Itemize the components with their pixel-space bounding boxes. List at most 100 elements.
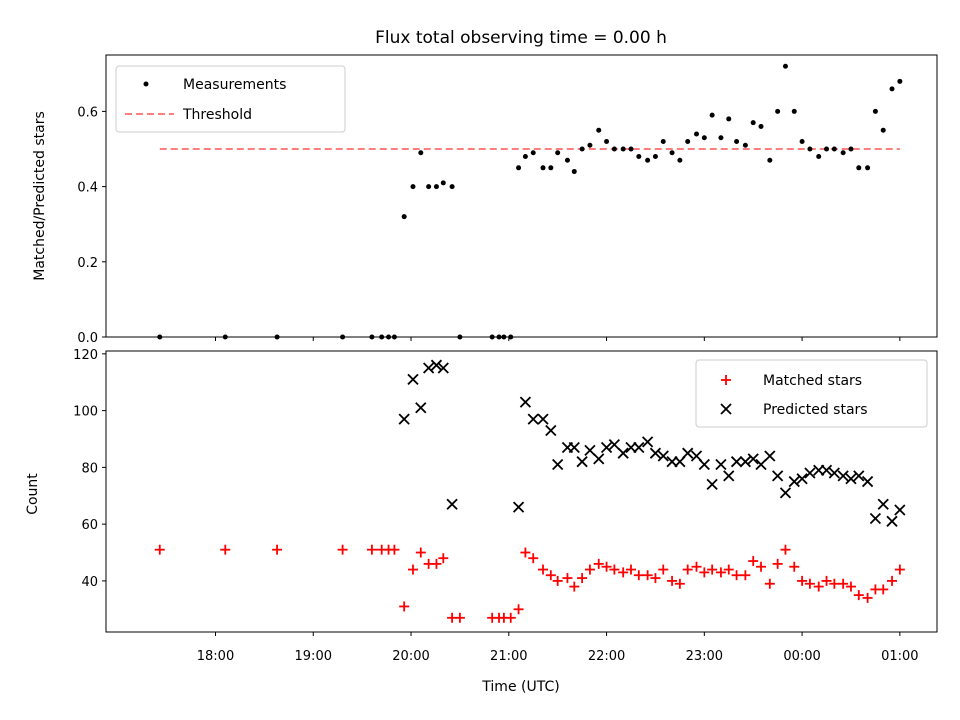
matched-point xyxy=(780,544,791,555)
measurement-point xyxy=(564,157,570,163)
threshold-legend-label: Threshold xyxy=(182,107,252,123)
bottom-xtick-label: 19:00 xyxy=(295,649,332,664)
top-chart-title: Flux total observing time = 0.00 h xyxy=(375,28,667,48)
predicted-point-stroke xyxy=(853,470,865,482)
measurement-point xyxy=(401,214,407,220)
matched-legend-label: Matched stars xyxy=(763,373,862,389)
measurement-point xyxy=(865,165,871,171)
matched-point xyxy=(674,578,685,589)
bottom-xtick-label: 20:00 xyxy=(392,649,429,664)
predicted-point-stroke xyxy=(552,458,564,471)
predicted-point-stroke xyxy=(446,498,458,510)
predicted-point xyxy=(512,501,525,513)
predicted-point xyxy=(600,441,613,454)
matched-point xyxy=(699,567,710,578)
matched-point xyxy=(804,578,815,589)
matched-point xyxy=(789,561,800,572)
bottom-xtick-label: 01:00 xyxy=(881,649,918,664)
measurement-point xyxy=(791,108,797,114)
measurement-point xyxy=(645,157,651,163)
predicted-point-stroke xyxy=(772,470,784,482)
predicted-point-stroke xyxy=(633,441,645,454)
measurement-point xyxy=(816,154,822,160)
measurement-point xyxy=(685,138,691,144)
matched-point xyxy=(593,558,604,569)
measurement-point xyxy=(540,165,546,171)
matched-point xyxy=(601,561,612,572)
measurement-point xyxy=(652,154,658,160)
predicted-point-stroke xyxy=(779,487,792,499)
matched-point xyxy=(154,544,165,555)
predicted-point-stroke xyxy=(804,467,816,479)
predicted-point xyxy=(415,402,427,414)
measurement-point xyxy=(660,138,666,144)
matched-point xyxy=(707,564,718,575)
measurement-point xyxy=(604,138,610,144)
matched-legend-marker xyxy=(721,375,731,385)
predicted-point xyxy=(894,504,906,516)
predicted-point-stroke xyxy=(398,413,410,425)
predicted-point xyxy=(617,447,629,459)
measurement-point xyxy=(840,150,846,156)
bottom-ytick-label: 80 xyxy=(81,461,98,476)
matched-point xyxy=(520,547,531,558)
measurement-point xyxy=(856,165,862,171)
predicted-point-stroke xyxy=(407,373,419,386)
measurement-point xyxy=(620,146,626,152)
predicted-point-stroke xyxy=(600,441,613,454)
predicted-point-stroke xyxy=(584,444,596,456)
predicted-point-stroke xyxy=(747,453,759,465)
predicted-point-stroke xyxy=(764,450,776,462)
measurement-point xyxy=(693,131,699,137)
matched-point xyxy=(552,575,563,586)
matched-point xyxy=(545,570,556,581)
predicted-point xyxy=(527,413,539,425)
measurement-point xyxy=(611,146,617,152)
predicted-point-stroke xyxy=(837,470,849,482)
predicted-point xyxy=(633,441,645,454)
measurement-point xyxy=(701,135,707,141)
matched-point xyxy=(618,567,629,578)
matched-point xyxy=(813,581,824,592)
matched-point xyxy=(756,561,767,572)
predicted-point xyxy=(723,470,735,482)
top-ytick-label: 0.0 xyxy=(77,331,98,346)
matched-point xyxy=(562,573,573,584)
predicted-point-stroke xyxy=(608,439,621,451)
matched-point xyxy=(887,575,898,586)
bottom-xtick-label: 00:00 xyxy=(783,649,820,664)
bottom-ytick-label: 100 xyxy=(73,405,98,420)
measurement-point xyxy=(555,150,561,156)
predicted-point-stroke xyxy=(861,475,874,488)
predicted-point xyxy=(657,450,669,462)
predicted-point xyxy=(407,373,419,386)
predicted-point-stroke xyxy=(437,362,449,374)
predicted-point xyxy=(552,458,564,471)
measurement-point xyxy=(750,120,756,126)
matched-point xyxy=(642,570,653,581)
matched-point xyxy=(399,601,410,612)
measurement-point xyxy=(848,146,854,152)
measurement-point xyxy=(579,146,585,152)
predicted-point-stroke xyxy=(527,413,539,425)
measurement-point xyxy=(571,169,577,175)
predicted-point xyxy=(519,396,532,408)
predicted-point-stroke xyxy=(796,473,808,485)
measurement-point xyxy=(410,184,416,190)
predicted-point-stroke xyxy=(730,456,743,468)
measurement-point xyxy=(726,116,732,122)
predicted-point-stroke xyxy=(649,447,662,459)
matched-point xyxy=(569,581,580,592)
predicted-point xyxy=(437,362,449,374)
predicted-point xyxy=(861,475,874,488)
predicted-point xyxy=(788,475,800,488)
predicted-point xyxy=(698,458,710,471)
measurements-legend-marker xyxy=(143,81,149,87)
measurement-point xyxy=(449,184,455,190)
bottom-xtick-label: 21:00 xyxy=(490,649,527,664)
top-plot-frame xyxy=(105,54,938,338)
matched-point xyxy=(407,564,418,575)
predicted-point-stroke xyxy=(820,464,833,476)
measurement-point xyxy=(636,154,642,160)
